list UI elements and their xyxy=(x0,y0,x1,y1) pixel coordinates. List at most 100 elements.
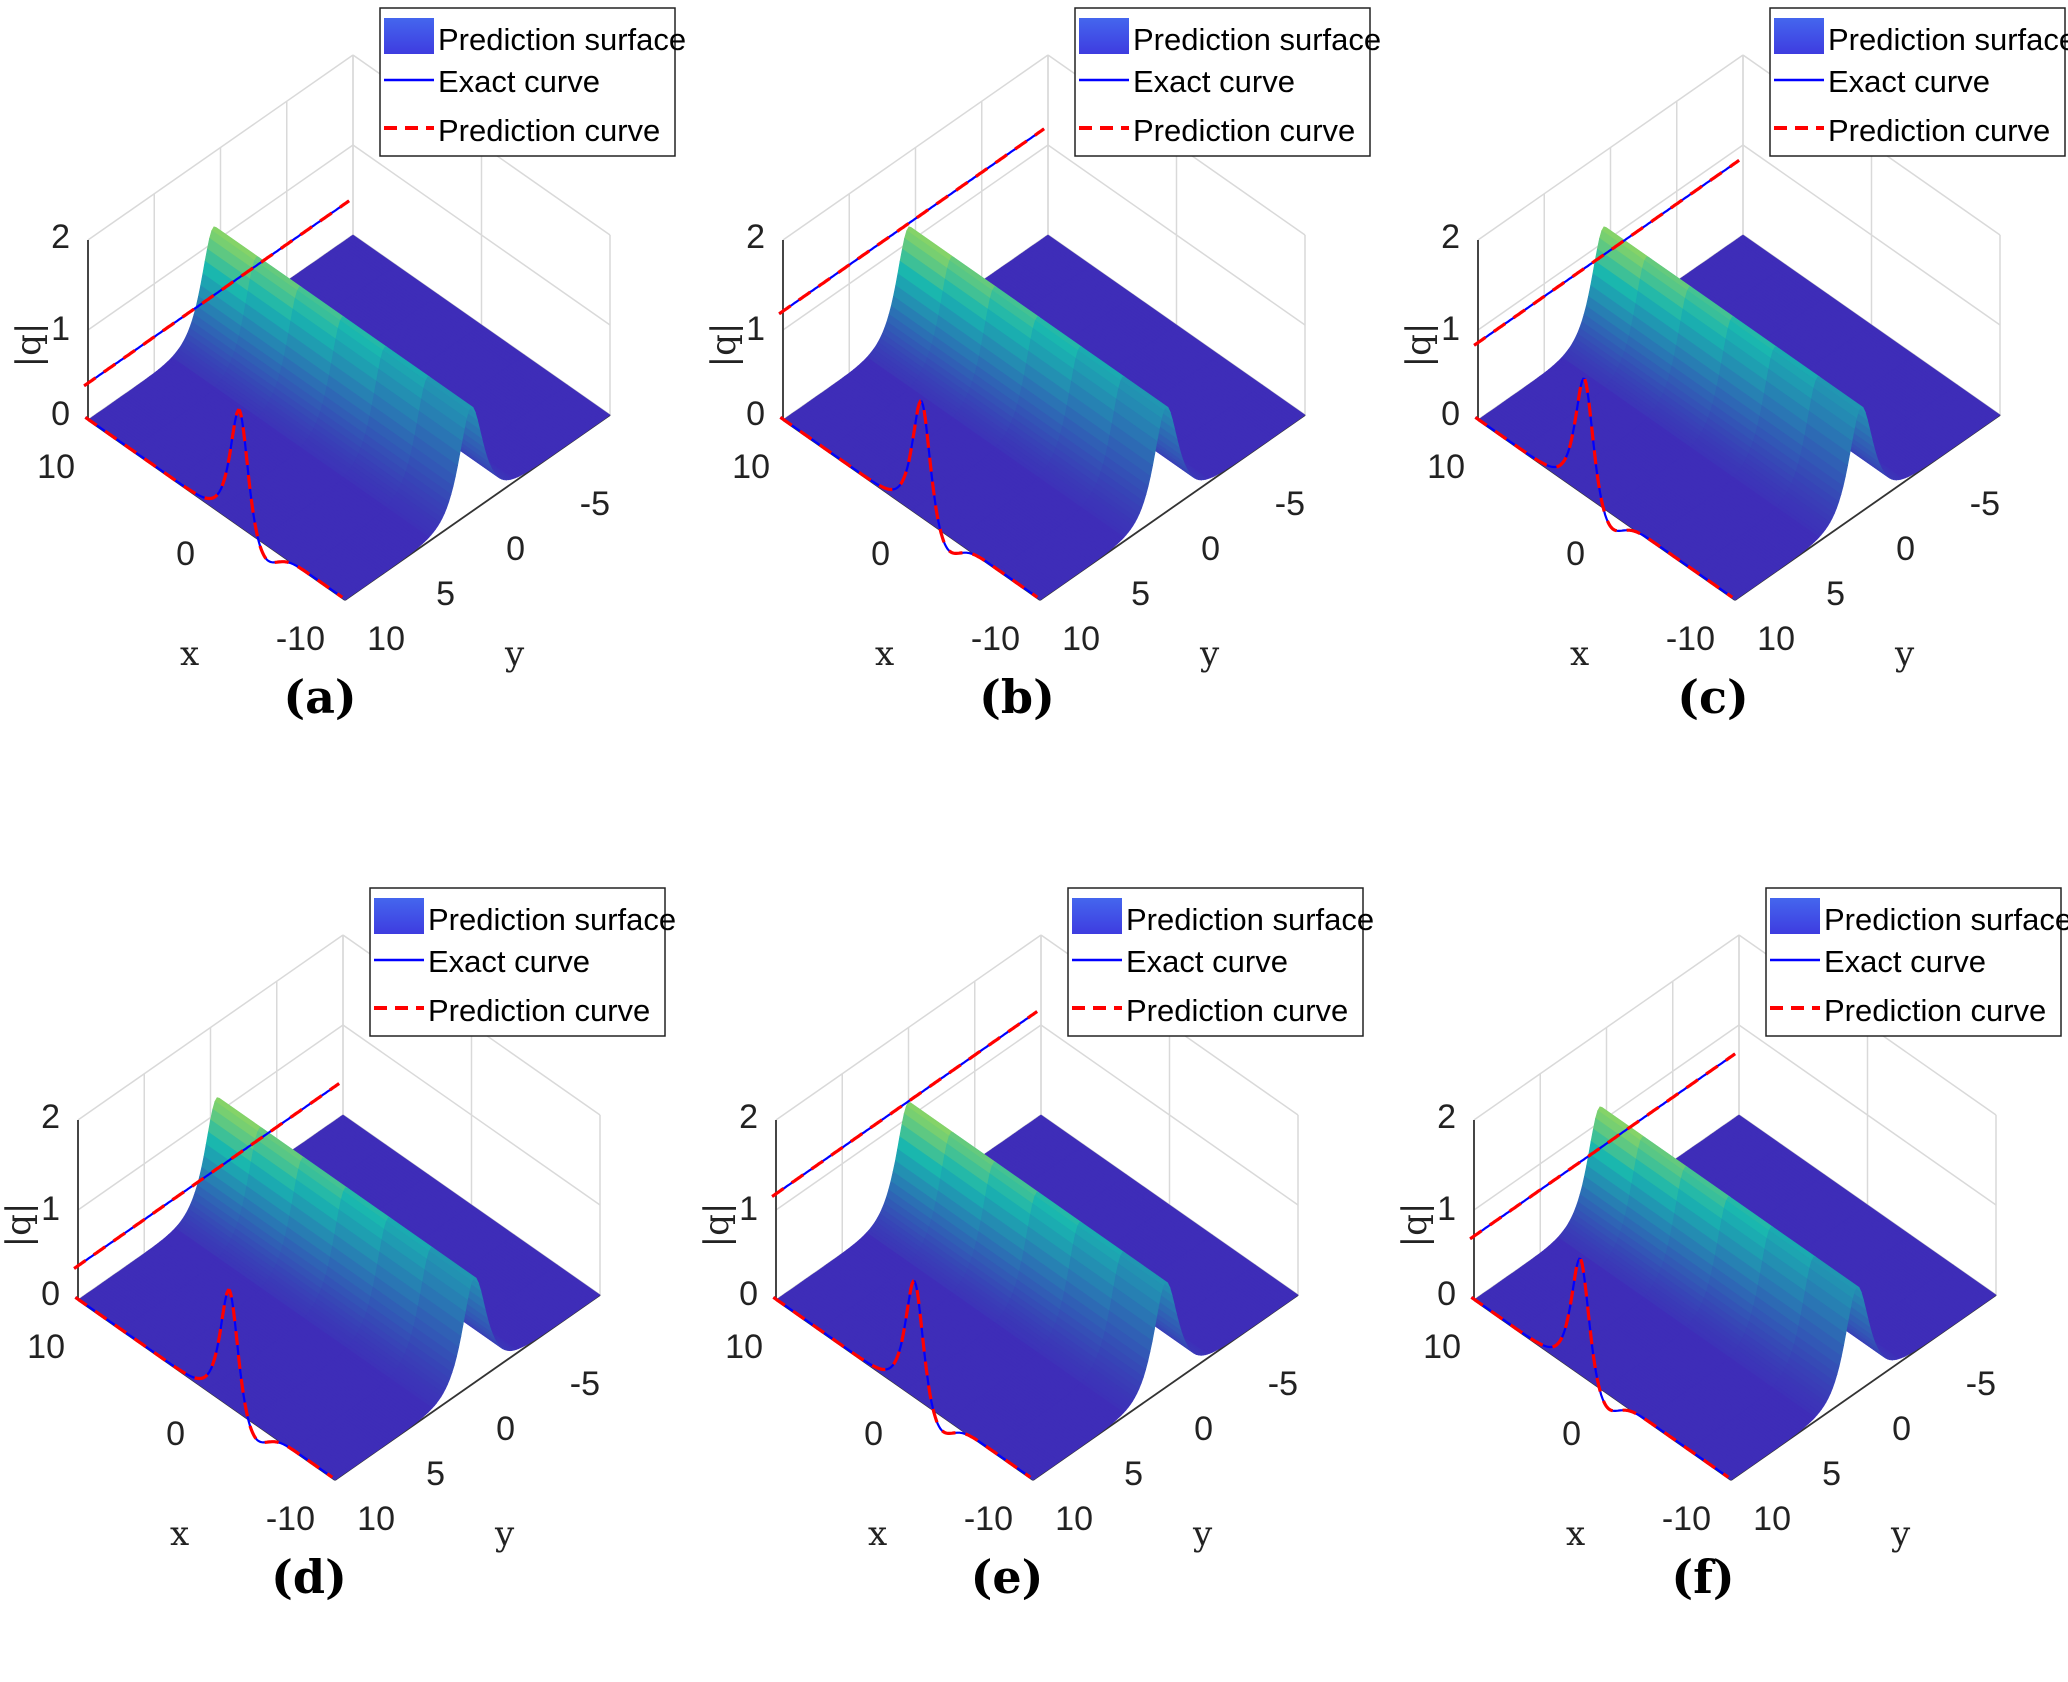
y-tick-label: 10 xyxy=(1757,620,1795,658)
z-tick-label: 1 xyxy=(1437,1190,1456,1228)
prediction-curve-y xyxy=(73,1082,341,1270)
tick-labels: 0 1 2 10 0 -10 -5 0 5 10 xyxy=(732,218,1305,658)
panel-b: 0 1 2 10 0 -10 -5 0 5 10 x y |q| Prediction surface Ex… xyxy=(704,7,1381,674)
legend-prediction-label: Prediction curve xyxy=(1133,113,1355,148)
x-tick-label: 0 xyxy=(1562,1415,1581,1453)
legend: Prediction surface Exact curve Prediction … xyxy=(1067,887,1374,1037)
x-tick-label: -10 xyxy=(971,620,1020,658)
y-tick-label: 5 xyxy=(1131,575,1150,613)
legend-exact-label: Exact curve xyxy=(438,64,600,99)
legend-surface-label: Prediction surface xyxy=(428,902,676,937)
y-tick-label: 10 xyxy=(357,1500,395,1538)
prediction-curve-y xyxy=(83,199,351,388)
prediction-curve-y xyxy=(778,127,1046,316)
x-tick-label: 10 xyxy=(732,448,770,486)
prediction-curve-x xyxy=(84,408,344,599)
z-tick-label: 0 xyxy=(41,1275,60,1313)
x-tick-label: -10 xyxy=(1666,620,1715,658)
legend-exact-label: Exact curve xyxy=(428,944,590,979)
y-tick-label: 5 xyxy=(1124,1455,1143,1493)
legend-surface-label: Prediction surface xyxy=(438,22,686,57)
z-tick-label: 2 xyxy=(41,1098,60,1136)
prediction-surface xyxy=(775,1101,1299,1481)
prediction-curve-x xyxy=(1474,376,1734,599)
legend-prediction-label: Prediction curve xyxy=(428,993,650,1028)
z-tick-label: 1 xyxy=(746,310,765,348)
panel-f: 0 1 2 10 0 -10 -5 0 5 10 x y |q| Prediction surface Ex… xyxy=(1395,887,2068,1554)
z-tick-label: 1 xyxy=(51,310,70,348)
legend-surface-label: Prediction surface xyxy=(1828,22,2068,57)
y-tick-label: 10 xyxy=(1055,1500,1093,1538)
legend-prediction-label: Prediction curve xyxy=(1824,993,2046,1028)
curves xyxy=(778,127,1046,599)
legend-surface-swatch xyxy=(1774,18,1824,54)
y-tick-label: 10 xyxy=(1062,620,1100,658)
tick-labels: 0 1 2 10 0 -10 -5 0 5 10 xyxy=(37,218,610,658)
x-tick-label: -10 xyxy=(1662,1500,1711,1538)
legend-surface-swatch xyxy=(1072,898,1122,934)
y-tick-label: 0 xyxy=(506,530,525,568)
panel-label: (d) xyxy=(271,1550,347,1604)
z-tick-label: 0 xyxy=(739,1275,758,1313)
y-tick-label: 5 xyxy=(1826,575,1845,613)
legend-surface-label: Prediction surface xyxy=(1133,22,1381,57)
x-axis-label: x xyxy=(180,634,199,674)
z-axis-label: |q| xyxy=(1395,1203,1435,1248)
tick-labels: 0 1 2 10 0 -10 -5 0 5 10 xyxy=(1427,218,2000,658)
x-axis-label: x xyxy=(170,1514,189,1554)
legend-surface-swatch xyxy=(1770,898,1820,934)
panel-label: (f) xyxy=(1671,1550,1735,1604)
z-axis-label: |q| xyxy=(9,323,49,368)
legend-prediction-label: Prediction curve xyxy=(438,113,660,148)
curves xyxy=(83,199,351,599)
z-axis-label: |q| xyxy=(0,1203,39,1248)
y-tick-label: 5 xyxy=(436,575,455,613)
x-tick-label: 0 xyxy=(1566,535,1585,573)
z-axis-label: |q| xyxy=(704,323,744,368)
y-axis-label: y xyxy=(1894,634,1915,674)
y-tick-label: 10 xyxy=(1753,1500,1791,1538)
legend-prediction-label: Prediction curve xyxy=(1126,993,1348,1028)
x-tick-label: 0 xyxy=(871,535,890,573)
y-tick-label: -5 xyxy=(1268,1365,1298,1403)
prediction-curve-y xyxy=(771,1010,1039,1198)
curves xyxy=(1469,1052,1737,1479)
y-axis-label: y xyxy=(1199,634,1220,674)
legend: Prediction surface Exact curve Prediction … xyxy=(1769,7,2068,157)
panel-label: (a) xyxy=(283,670,357,724)
x-axis-label: x xyxy=(868,1514,887,1554)
prediction-surface xyxy=(1477,226,2001,601)
z-tick-label: 0 xyxy=(1437,1275,1456,1313)
x-tick-label: 0 xyxy=(176,535,195,573)
legend: Prediction surface Exact curve Prediction … xyxy=(1074,7,1381,157)
z-tick-label: 2 xyxy=(1437,1098,1456,1136)
x-tick-label: 0 xyxy=(864,1415,883,1453)
x-tick-label: 10 xyxy=(1427,448,1465,486)
z-tick-label: 2 xyxy=(739,1098,758,1136)
y-tick-label: -5 xyxy=(570,1365,600,1403)
legend: Prediction surface Exact curve Prediction … xyxy=(379,7,686,157)
x-tick-label: -10 xyxy=(964,1500,1013,1538)
prediction-curve-x xyxy=(1470,1256,1730,1479)
y-tick-label: 0 xyxy=(1194,1410,1213,1448)
y-tick-label: 0 xyxy=(496,1410,515,1448)
y-tick-label: 0 xyxy=(1892,1410,1911,1448)
prediction-curve-y xyxy=(1473,158,1741,347)
y-axis-label: y xyxy=(494,1514,515,1554)
x-tick-label: 10 xyxy=(725,1328,763,1366)
legend-surface-swatch xyxy=(384,18,434,54)
legend-surface-label: Prediction surface xyxy=(1824,902,2068,937)
tick-labels: 0 1 2 10 0 -10 -5 0 5 10 xyxy=(1423,1098,1996,1538)
panel-e: 0 1 2 10 0 -10 -5 0 5 10 x y |q| Prediction surface Ex… xyxy=(697,887,1374,1554)
legend-exact-label: Exact curve xyxy=(1824,944,1986,979)
legend-exact-label: Exact curve xyxy=(1126,944,1288,979)
tick-labels: 0 1 2 10 0 -10 -5 0 5 10 xyxy=(27,1098,600,1538)
x-tick-label: -10 xyxy=(266,1500,315,1538)
y-tick-label: -5 xyxy=(1275,485,1305,523)
panel-c: 0 1 2 10 0 -10 -5 0 5 10 x y |q| Prediction surface Ex… xyxy=(1399,7,2068,674)
y-tick-label: 0 xyxy=(1896,530,1915,568)
prediction-surface xyxy=(1473,1106,1997,1481)
z-tick-label: 0 xyxy=(51,395,70,433)
y-tick-label: 10 xyxy=(367,620,405,658)
